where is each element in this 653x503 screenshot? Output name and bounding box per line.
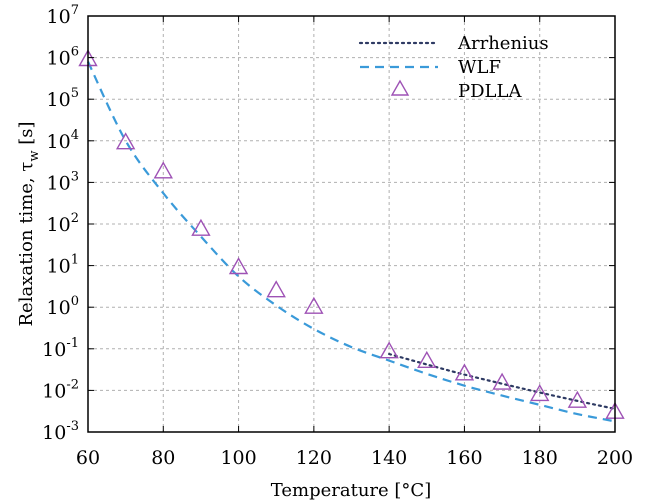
y-tick-base: 10 bbox=[47, 214, 71, 236]
x-tick-label: 80 bbox=[151, 447, 175, 469]
y-tick-base: 10 bbox=[47, 6, 71, 28]
x-tick-label: 200 bbox=[597, 447, 633, 469]
series-line-wlf bbox=[87, 61, 616, 423]
y-tick-label: 100 bbox=[47, 294, 79, 319]
y-tick-base: 10 bbox=[42, 339, 66, 361]
y-tick-exponent: 4 bbox=[71, 128, 79, 143]
y-tick-base: 10 bbox=[47, 89, 71, 111]
data-point-pdlla bbox=[191, 218, 211, 236]
y-tick-exponent: 3 bbox=[71, 169, 79, 184]
y-tick-exponent: 1 bbox=[71, 253, 79, 268]
y-tick-exponent: -1 bbox=[66, 336, 79, 351]
data-point-pdlla bbox=[266, 280, 286, 298]
y-tick-base: 10 bbox=[47, 131, 71, 153]
y-axis-label: Relaxation time, τw [s] bbox=[16, 122, 42, 327]
y-tick-label: 104 bbox=[47, 128, 79, 153]
y-tick-label: 10-2 bbox=[42, 377, 79, 402]
y-tick-label: 106 bbox=[47, 45, 79, 70]
legend-label-pdlla: PDLLA bbox=[458, 81, 522, 102]
y-tick-exponent: -2 bbox=[66, 377, 79, 392]
data-point-pdlla bbox=[228, 257, 249, 275]
data-point-pdlla bbox=[417, 350, 437, 369]
y-tick-exponent: 2 bbox=[71, 211, 79, 226]
y-tick-label: 102 bbox=[47, 211, 79, 236]
legend-triangle-marker bbox=[390, 79, 410, 96]
x-tick-label: 140 bbox=[371, 447, 407, 469]
grid-lines bbox=[88, 16, 615, 432]
y-axis-label-unit: [s] bbox=[16, 122, 37, 151]
y-tick-exponent: 7 bbox=[71, 3, 79, 18]
x-tick-label: 60 bbox=[76, 447, 100, 469]
data-point-pdlla bbox=[304, 296, 324, 314]
legend: Arrhenius WLF PDLLA bbox=[358, 33, 549, 102]
y-axis-label-main: Relaxation time, τ bbox=[16, 162, 37, 327]
y-tick-label: 10-3 bbox=[42, 419, 79, 444]
x-tick-label: 160 bbox=[446, 447, 482, 469]
y-tick-exponent: 6 bbox=[71, 45, 79, 60]
data-point-pdlla bbox=[492, 372, 512, 390]
legend-label-arrhenius: Arrhenius bbox=[457, 33, 549, 54]
series-group bbox=[78, 49, 625, 423]
y-tick-base: 10 bbox=[47, 256, 71, 278]
x-tick-label: 180 bbox=[522, 447, 558, 469]
data-point-pdlla bbox=[153, 161, 173, 179]
y-tick-label: 101 bbox=[47, 253, 79, 278]
x-tick-label: 120 bbox=[296, 447, 332, 469]
y-tick-base: 10 bbox=[47, 172, 71, 194]
y-tick-label: 107 bbox=[47, 3, 79, 28]
y-tick-base: 10 bbox=[47, 297, 71, 319]
y-tick-exponent: 0 bbox=[71, 294, 79, 309]
series-line-arrhenius bbox=[388, 352, 617, 410]
x-axis-label: Temperature [°C] bbox=[271, 480, 431, 501]
data-point-pdlla bbox=[454, 363, 475, 381]
y-tick-exponent: -3 bbox=[66, 419, 79, 434]
data-point-pdlla bbox=[567, 390, 588, 408]
y-tick-base: 10 bbox=[47, 48, 71, 70]
y-axis-label-subscript: w bbox=[27, 151, 42, 162]
data-point-pdlla bbox=[530, 384, 550, 402]
y-tick-label: 105 bbox=[47, 86, 79, 111]
y-tick-label: 103 bbox=[47, 169, 79, 194]
ticks-group: 60 80 100 120 140 160 180 20010-310-210-1100101… bbox=[42, 3, 633, 469]
y-tick-exponent: 5 bbox=[71, 86, 79, 101]
y-tick-label: 10-1 bbox=[42, 336, 79, 361]
data-point-pdlla bbox=[115, 132, 136, 150]
y-tick-base: 10 bbox=[42, 422, 66, 444]
y-tick-base: 10 bbox=[42, 380, 66, 402]
data-point-pdlla bbox=[379, 341, 399, 359]
x-tick-label: 100 bbox=[220, 447, 256, 469]
legend-label-wlf: WLF bbox=[458, 57, 501, 78]
